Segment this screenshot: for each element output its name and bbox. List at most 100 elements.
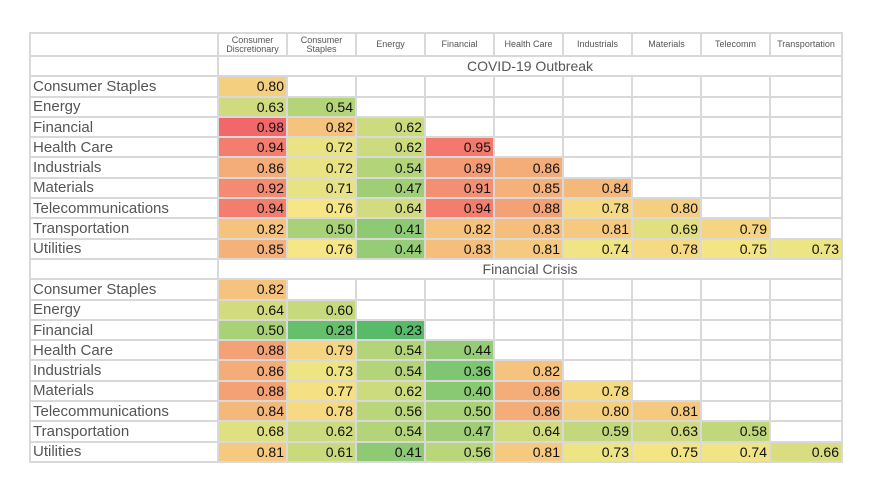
heatmap-cell: 0.47 bbox=[424, 420, 495, 443]
empty-cell bbox=[769, 298, 843, 321]
heatmap-cell: 0.81 bbox=[493, 440, 564, 463]
empty-cell bbox=[424, 318, 495, 342]
table-row: Consumer Staples 0.82 bbox=[29, 278, 843, 301]
empty-cell bbox=[631, 95, 702, 118]
empty-cell bbox=[493, 115, 564, 139]
heatmap-cell: 0.80 bbox=[631, 197, 702, 220]
heatmap-cell: 0.78 bbox=[286, 400, 357, 423]
heatmap-cell: 0.94 bbox=[217, 136, 288, 159]
empty-cell bbox=[631, 115, 702, 139]
heatmap-cell: 0.61 bbox=[286, 440, 357, 463]
heatmap-cell: 0.73 bbox=[286, 359, 357, 382]
heatmap-cell: 0.66 bbox=[769, 440, 843, 463]
empty-cell bbox=[700, 359, 771, 382]
heatmap-cell: 0.85 bbox=[217, 237, 288, 260]
empty-cell bbox=[700, 400, 771, 423]
heatmap-cell: 0.50 bbox=[424, 400, 495, 423]
table-row: Telecommunications 0.94 0.76 0.64 0.94 0.88 0.… bbox=[29, 197, 843, 220]
empty-cell bbox=[286, 75, 357, 98]
heatmap-cell: 0.81 bbox=[562, 217, 633, 240]
heatmap-cell: 0.84 bbox=[217, 400, 288, 423]
heatmap-cell: 0.82 bbox=[424, 217, 495, 240]
heatmap-cell: 0.81 bbox=[631, 400, 702, 423]
empty-cell bbox=[355, 278, 426, 301]
table-row: Transportation 0.68 0.62 0.54 0.47 0.64 0.59 0.… bbox=[29, 420, 843, 443]
empty-cell bbox=[700, 197, 771, 220]
empty-cell bbox=[700, 136, 771, 159]
column-header: Consumer Staples bbox=[286, 32, 357, 57]
heatmap-cell: 0.94 bbox=[217, 197, 288, 220]
heatmap-cell: 0.56 bbox=[355, 400, 426, 423]
table-row: Health Care 0.94 0.72 0.62 0.95 bbox=[29, 136, 843, 159]
heatmap-cell: 0.62 bbox=[355, 379, 426, 403]
heatmap-cell: 0.82 bbox=[286, 115, 357, 139]
empty-cell bbox=[493, 278, 564, 301]
heatmap-cell: 0.78 bbox=[631, 237, 702, 260]
empty-cell bbox=[562, 339, 633, 362]
row-label: Financial bbox=[29, 115, 219, 139]
empty-cell bbox=[769, 217, 843, 240]
empty-cell bbox=[700, 75, 771, 98]
table-row: Industrials 0.86 0.73 0.54 0.36 0.82 bbox=[29, 359, 843, 382]
heatmap-cell: 0.82 bbox=[217, 217, 288, 240]
heatmap-cell: 0.76 bbox=[286, 237, 357, 260]
table-row: Financial 0.98 0.82 0.62 bbox=[29, 115, 843, 139]
table-row: Energy 0.64 0.60 bbox=[29, 298, 843, 321]
row-label: Industrials bbox=[29, 359, 219, 382]
empty-cell bbox=[769, 359, 843, 382]
empty-cell bbox=[355, 75, 426, 98]
empty-cell bbox=[355, 298, 426, 321]
empty-cell bbox=[769, 136, 843, 159]
column-header: Telecomm bbox=[700, 32, 771, 57]
heatmap-cell: 0.50 bbox=[217, 318, 288, 342]
empty-cell bbox=[493, 298, 564, 321]
table-row: Industrials 0.86 0.72 0.54 0.89 0.86 bbox=[29, 156, 843, 179]
empty-cell bbox=[700, 115, 771, 139]
heatmap-cell: 0.63 bbox=[217, 95, 288, 118]
row-label: Health Care bbox=[29, 339, 219, 362]
empty-cell bbox=[562, 156, 633, 179]
table-row: Financial 0.50 0.28 0.23 bbox=[29, 318, 843, 342]
empty-cell bbox=[769, 197, 843, 220]
empty-cell bbox=[769, 176, 843, 200]
heatmap-cell: 0.80 bbox=[217, 75, 288, 98]
heatmap-cell: 0.84 bbox=[562, 176, 633, 200]
empty-cell bbox=[631, 318, 702, 342]
section-spacer bbox=[29, 54, 219, 78]
heatmap-cell: 0.54 bbox=[286, 95, 357, 118]
row-label: Energy bbox=[29, 95, 219, 118]
empty-cell bbox=[631, 176, 702, 200]
row-label: Telecommunications bbox=[29, 400, 219, 423]
heatmap-cell: 0.54 bbox=[355, 156, 426, 179]
heatmap-cell: 0.64 bbox=[217, 298, 288, 321]
heatmap-cell: 0.60 bbox=[286, 298, 357, 321]
heatmap-cell: 0.95 bbox=[424, 136, 495, 159]
heatmap-cell: 0.54 bbox=[355, 420, 426, 443]
heatmap-cell: 0.41 bbox=[355, 217, 426, 240]
heatmap-cell: 0.63 bbox=[631, 420, 702, 443]
heatmap-cell: 0.83 bbox=[424, 237, 495, 260]
heatmap-cell: 0.44 bbox=[355, 237, 426, 260]
heatmap-cell: 0.83 bbox=[493, 217, 564, 240]
empty-cell bbox=[631, 75, 702, 98]
heatmap-cell: 0.82 bbox=[217, 278, 288, 301]
empty-cell bbox=[562, 278, 633, 301]
row-label: Industrials bbox=[29, 156, 219, 179]
row-label: Utilities bbox=[29, 440, 219, 463]
heatmap-cell: 0.78 bbox=[562, 197, 633, 220]
heatmap-cell: 0.47 bbox=[355, 176, 426, 200]
heatmap-cell: 0.81 bbox=[217, 440, 288, 463]
table-row: Telecommunications 0.84 0.78 0.56 0.50 0.86 0.… bbox=[29, 400, 843, 423]
empty-cell bbox=[424, 115, 495, 139]
empty-cell bbox=[700, 176, 771, 200]
heatmap-cell: 0.69 bbox=[631, 217, 702, 240]
heatmap-cell: 0.50 bbox=[286, 217, 357, 240]
heatmap-cell: 0.28 bbox=[286, 318, 357, 342]
row-label: Telecommunications bbox=[29, 197, 219, 220]
heatmap-cell: 0.89 bbox=[424, 156, 495, 179]
heatmap-cell: 0.23 bbox=[355, 318, 426, 342]
empty-cell bbox=[769, 379, 843, 403]
heatmap-cell: 0.98 bbox=[217, 115, 288, 139]
section-title: Financial Crisis bbox=[217, 257, 843, 281]
table-row: Utilities 0.81 0.61 0.41 0.56 0.81 0.73 0.75 0.7… bbox=[29, 440, 843, 463]
